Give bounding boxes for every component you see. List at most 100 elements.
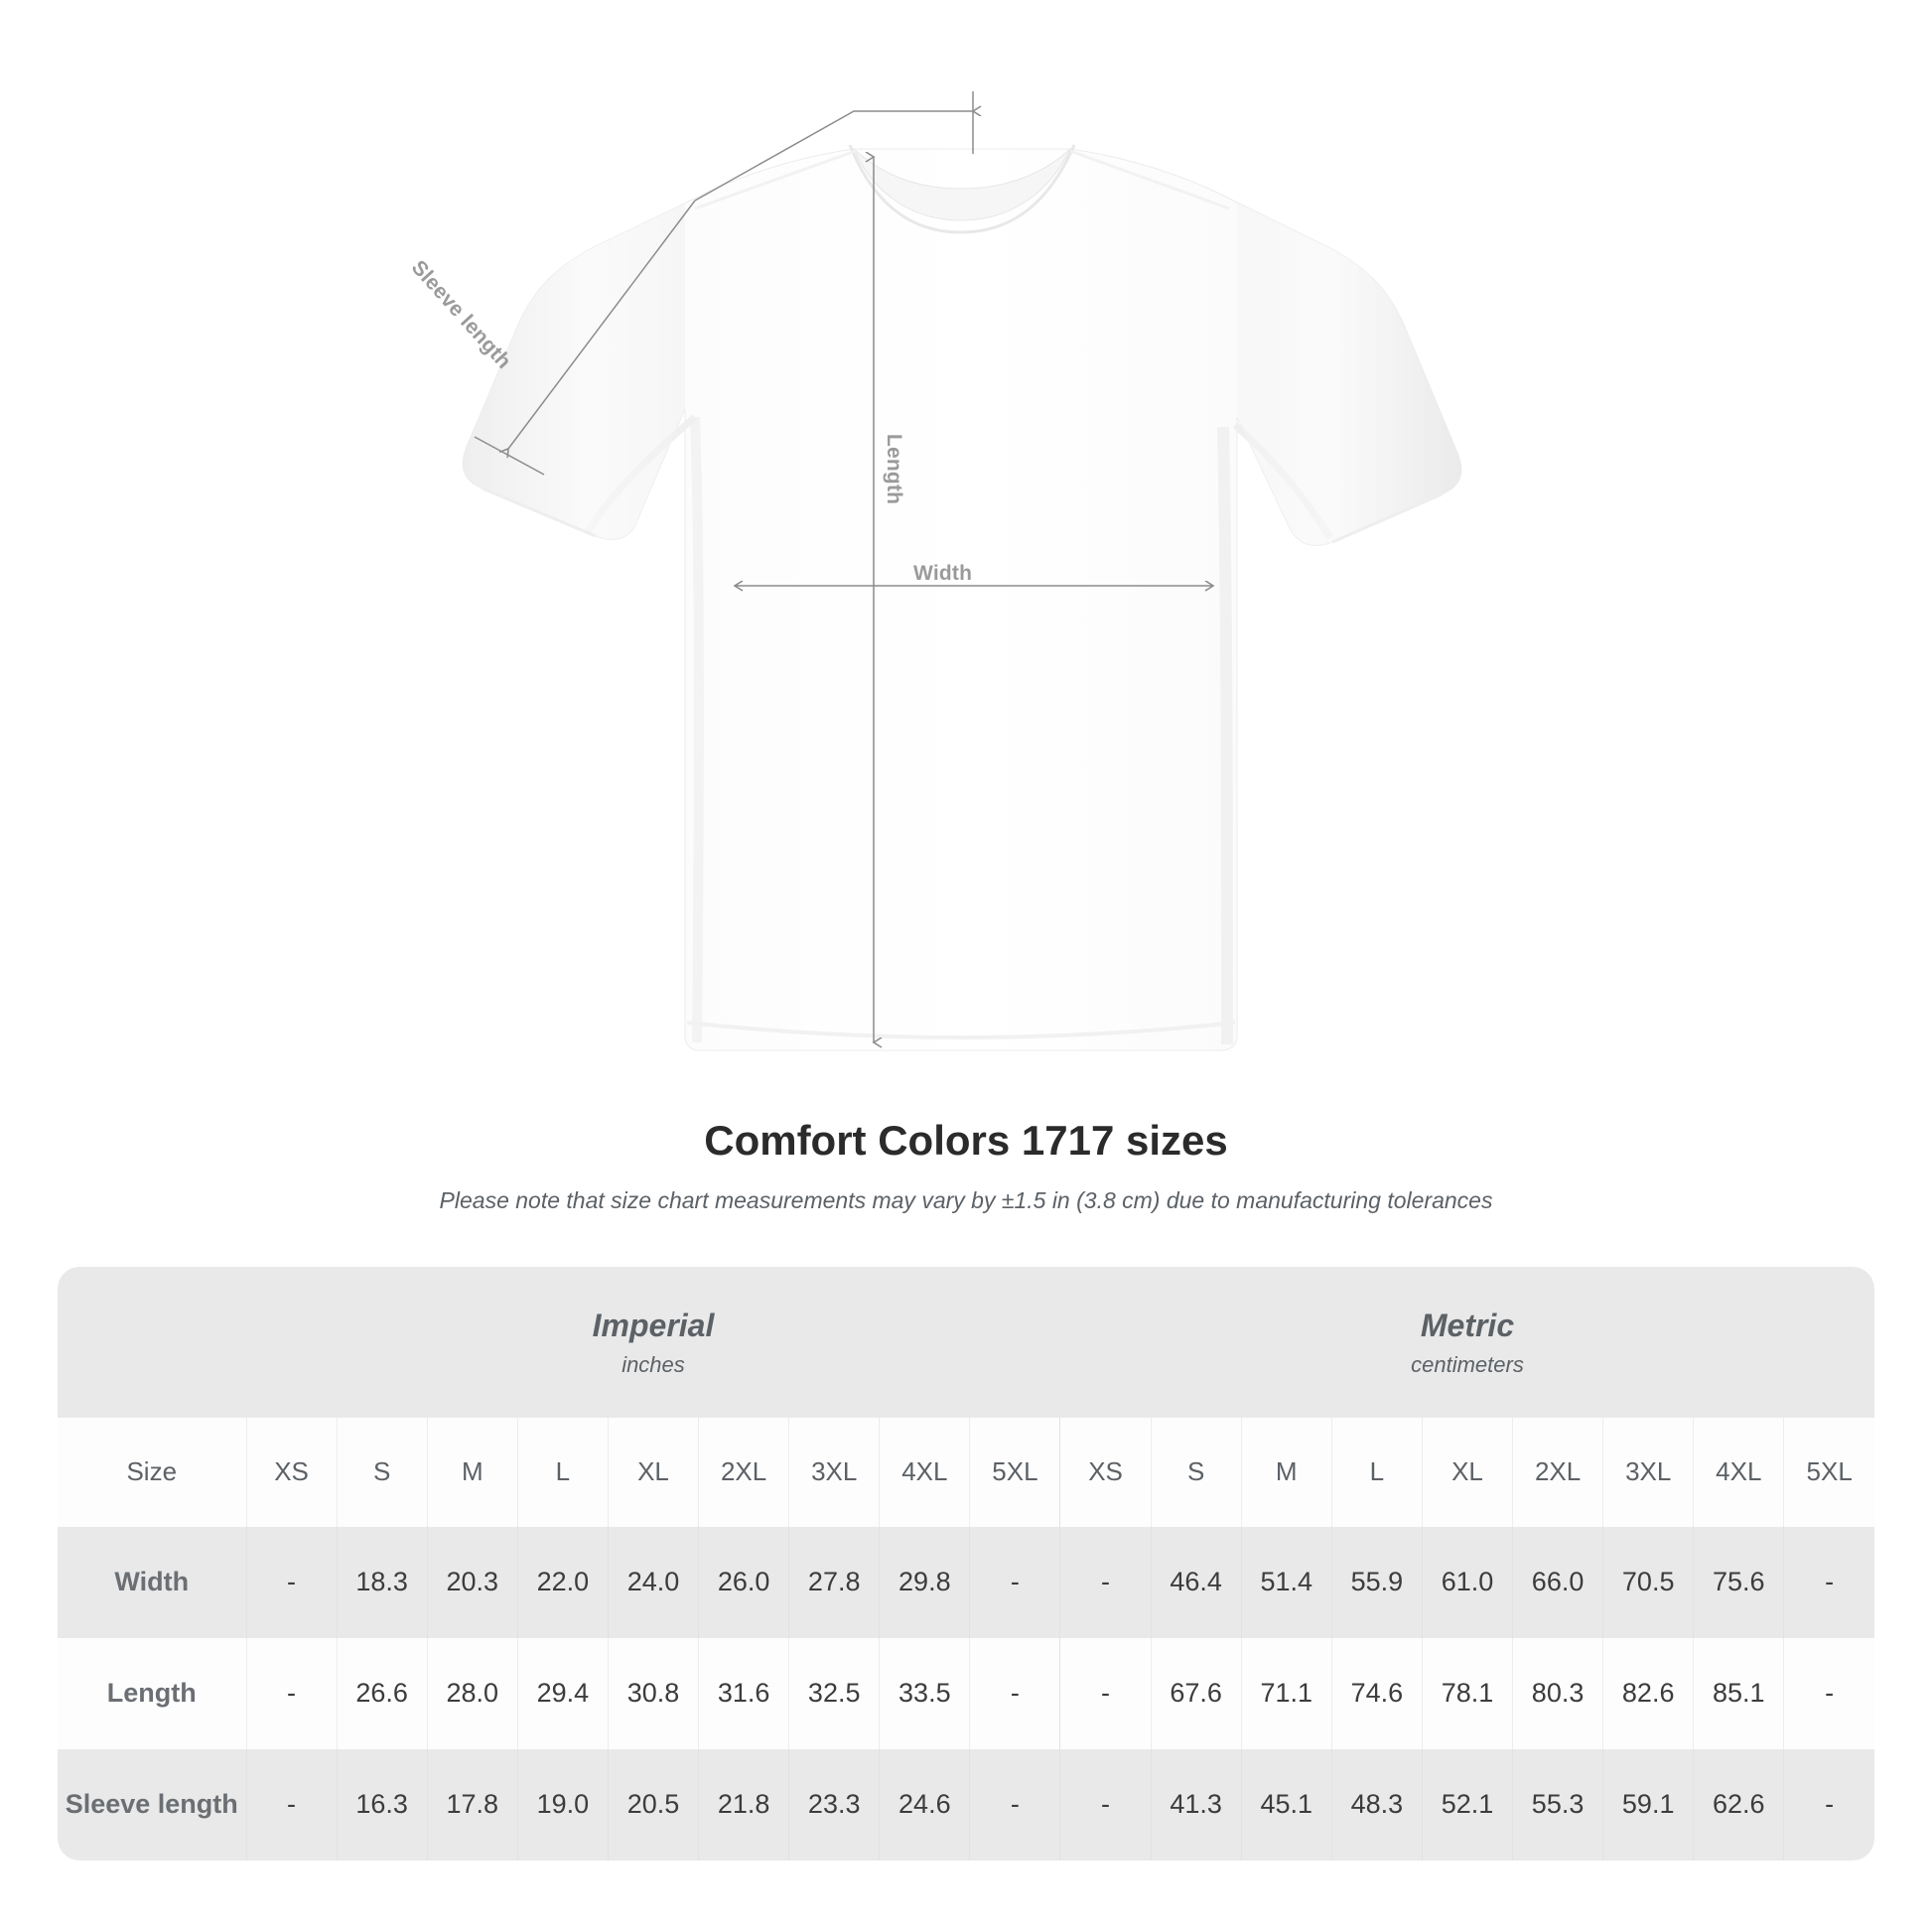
- cell-length-met-xs: -: [1059, 1637, 1152, 1749]
- tshirt-shape: [462, 144, 1462, 1051]
- unit-header-row: Imperial inches Metric centimeters: [58, 1266, 1874, 1418]
- cell-sleeve-imp-2xl: 21.8: [698, 1748, 789, 1861]
- title-block: Comfort Colors 1717 sizes Please note th…: [0, 1116, 1932, 1215]
- cell-width-met-5xl: -: [1783, 1526, 1874, 1638]
- width-label: Width: [913, 562, 973, 585]
- cell-sleeve-imp-l: 19.0: [516, 1748, 609, 1861]
- hem-seam: [686, 1021, 1236, 1039]
- body-fold-left: [690, 416, 704, 1043]
- size-header-met-xl: XL: [1421, 1417, 1513, 1527]
- cell-length-imp-l: 29.4: [516, 1637, 609, 1749]
- cell-width-imp-2xl: 26.0: [698, 1526, 789, 1638]
- cell-length-met-xl: 78.1: [1421, 1637, 1513, 1749]
- cell-length-imp-4xl: 33.5: [879, 1637, 970, 1749]
- size-header-imp-l: L: [516, 1417, 609, 1527]
- cell-length-met-m: 71.1: [1240, 1637, 1332, 1749]
- unit-group-metric: Metric centimeters: [1059, 1266, 1874, 1418]
- body-fold-right: [1217, 426, 1233, 1045]
- row-label-length: Length: [58, 1637, 246, 1749]
- cell-sleeve-imp-4xl: 24.6: [879, 1748, 970, 1861]
- cell-length-imp-5xl: -: [969, 1637, 1060, 1749]
- cell-sleeve-imp-s: 16.3: [336, 1748, 428, 1861]
- sleeve-hem-right: [1331, 492, 1443, 544]
- cell-width-imp-m: 20.3: [426, 1526, 518, 1638]
- sleeve-end-tick: [474, 436, 545, 476]
- cell-width-imp-4xl: 29.8: [879, 1526, 970, 1638]
- cell-sleeve-imp-5xl: -: [969, 1748, 1060, 1861]
- cell-width-imp-l: 22.0: [516, 1526, 609, 1638]
- size-header-met-l: L: [1330, 1417, 1423, 1527]
- tshirt-illustration: [462, 91, 1462, 1051]
- cell-length-met-l: 74.6: [1330, 1637, 1423, 1749]
- cell-sleeve-met-xs: -: [1059, 1748, 1152, 1861]
- cell-sleeve-imp-xl: 20.5: [607, 1748, 699, 1861]
- size-header-met-xs: XS: [1059, 1417, 1152, 1527]
- cell-sleeve-imp-3xl: 23.3: [788, 1748, 880, 1861]
- unit-sub-imperial: inches: [621, 1351, 685, 1377]
- size-label-cell: Size: [58, 1417, 246, 1527]
- size-header-imp-xl: XL: [607, 1417, 699, 1527]
- cell-sleeve-met-m: 45.1: [1240, 1748, 1332, 1861]
- shoulder-seam-right: [1069, 149, 1230, 210]
- size-header-met-2xl: 2XL: [1512, 1417, 1603, 1527]
- cell-sleeve-imp-m: 17.8: [426, 1748, 518, 1861]
- table-row: Length - 26.6 28.0 29.4 30.8 31.6 32.5 3…: [58, 1637, 1874, 1749]
- size-table-wrap: Imperial inches Metric centimeters Size …: [58, 1266, 1874, 1861]
- cell-width-imp-5xl: -: [969, 1526, 1060, 1638]
- sleeve-leader-top: [694, 111, 973, 202]
- cell-sleeve-met-2xl: 55.3: [1512, 1748, 1603, 1861]
- cell-width-met-l: 55.9: [1330, 1526, 1423, 1638]
- cell-length-imp-3xl: 32.5: [788, 1637, 880, 1749]
- cell-sleeve-met-xl: 52.1: [1421, 1748, 1513, 1861]
- size-header-imp-m: M: [426, 1417, 518, 1527]
- sleeve-right: [1237, 203, 1461, 546]
- cell-width-met-3xl: 70.5: [1602, 1526, 1694, 1638]
- table-row: Sleeve length - 16.3 17.8 19.0 20.5 21.8…: [58, 1748, 1874, 1861]
- size-header-met-s: S: [1150, 1417, 1242, 1527]
- cell-sleeve-met-3xl: 59.1: [1602, 1748, 1694, 1861]
- cell-width-met-4xl: 75.6: [1693, 1526, 1784, 1638]
- size-header-imp-5xl: 5XL: [969, 1417, 1060, 1527]
- unit-sub-metric: centimeters: [1411, 1351, 1524, 1377]
- page-title: Comfort Colors 1717 sizes: [704, 1117, 1228, 1164]
- tshirt-diagram: Sleeve length Length Width: [406, 91, 1462, 1051]
- cell-length-imp-xl: 30.8: [607, 1637, 699, 1749]
- cell-width-imp-s: 18.3: [336, 1526, 428, 1638]
- cell-length-imp-m: 28.0: [426, 1637, 518, 1749]
- tolerance-note: Please note that size chart measurements…: [439, 1187, 1493, 1214]
- cell-sleeve-met-l: 48.3: [1330, 1748, 1423, 1861]
- cell-length-imp-s: 26.6: [336, 1637, 428, 1749]
- unit-name-metric: Metric: [1420, 1307, 1515, 1343]
- unit-name-imperial: Imperial: [592, 1307, 715, 1343]
- cell-length-imp-2xl: 31.6: [698, 1637, 789, 1749]
- unit-group-imperial: Imperial inches: [246, 1266, 1060, 1418]
- cell-length-imp-xs: -: [245, 1637, 338, 1749]
- cell-sleeve-met-5xl: -: [1783, 1748, 1874, 1861]
- size-header-imp-4xl: 4XL: [879, 1417, 970, 1527]
- size-header-met-m: M: [1240, 1417, 1332, 1527]
- cell-width-imp-3xl: 27.8: [788, 1526, 880, 1638]
- size-header-imp-s: S: [336, 1417, 428, 1527]
- size-header-met-5xl: 5XL: [1783, 1417, 1874, 1527]
- unit-spacer: [58, 1266, 246, 1418]
- cell-width-imp-xs: -: [245, 1526, 338, 1638]
- cell-sleeve-met-s: 41.3: [1150, 1748, 1242, 1861]
- size-chart-table: Imperial inches Metric centimeters Size …: [58, 1266, 1874, 1861]
- sleeve-hem-left: [482, 486, 597, 538]
- sleeve-length-line: [508, 200, 696, 449]
- cell-length-met-2xl: 80.3: [1512, 1637, 1603, 1749]
- cell-width-met-xl: 61.0: [1421, 1526, 1513, 1638]
- size-header-imp-xs: XS: [245, 1417, 338, 1527]
- shoulder-seam-left: [694, 149, 857, 210]
- cell-width-met-xs: -: [1059, 1526, 1152, 1638]
- cell-width-met-2xl: 66.0: [1512, 1526, 1603, 1638]
- size-header-row: Size XS S M L XL 2XL 3XL 4XL 5XL XS S M …: [58, 1417, 1874, 1527]
- measurement-guides: [474, 91, 1213, 1042]
- size-header-imp-2xl: 2XL: [698, 1417, 789, 1527]
- cell-width-met-s: 46.4: [1150, 1526, 1242, 1638]
- cell-width-met-m: 51.4: [1240, 1526, 1332, 1638]
- cell-length-met-3xl: 82.6: [1602, 1637, 1694, 1749]
- cell-width-imp-xl: 24.0: [607, 1526, 699, 1638]
- table-row: Width - 18.3 20.3 22.0 24.0 26.0 27.8 29…: [58, 1526, 1874, 1638]
- row-label-width: Width: [58, 1526, 246, 1638]
